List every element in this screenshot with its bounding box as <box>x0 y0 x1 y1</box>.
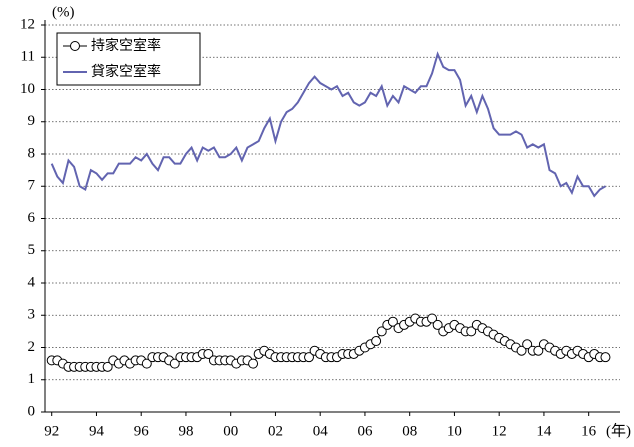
x-tick-label: 08 <box>402 423 417 439</box>
data-point <box>376 326 387 337</box>
data-point <box>371 336 382 347</box>
x-tick-label: 96 <box>134 423 150 439</box>
y-tick-label: 2 <box>28 339 36 355</box>
x-tick-label: 06 <box>357 423 373 439</box>
y-tick-label: 8 <box>28 145 36 161</box>
x-tick-label: 98 <box>178 423 193 439</box>
x-tick-label: 12 <box>492 423 507 439</box>
data-point <box>432 319 443 330</box>
data-point <box>387 316 398 327</box>
y-tick-label: 10 <box>20 81 35 97</box>
data-point <box>248 358 259 369</box>
legend-marker <box>70 41 80 51</box>
y-tick-label: 3 <box>28 307 36 323</box>
x-tick-label: 94 <box>89 423 105 439</box>
x-tick-label: 16 <box>581 423 597 439</box>
data-point <box>304 352 315 363</box>
x-axis-label: (年) <box>606 422 631 439</box>
y-axis-label: (%) <box>52 4 75 20</box>
y-tick-label: 6 <box>28 210 36 226</box>
data-point <box>141 358 152 369</box>
x-tick-label: 04 <box>313 423 329 439</box>
x-tick-label: 02 <box>268 423 283 439</box>
x-tick-label: 10 <box>447 423 462 439</box>
data-point <box>102 361 113 372</box>
data-point <box>427 313 438 324</box>
legend-box <box>56 32 201 86</box>
x-tick-label: 14 <box>536 423 552 439</box>
data-point <box>522 339 533 350</box>
data-point <box>533 345 544 356</box>
y-tick-label: 7 <box>28 178 36 194</box>
y-tick-label: 9 <box>28 113 36 129</box>
x-tick-label: 92 <box>44 423 59 439</box>
y-tick-label: 12 <box>20 16 35 32</box>
data-point <box>203 348 214 359</box>
data-point <box>466 326 477 337</box>
x-tick-label: 00 <box>223 423 238 439</box>
legend-label: 貸家空室率 <box>91 63 161 80</box>
y-tick-label: 4 <box>28 274 36 290</box>
data-point <box>169 358 180 369</box>
y-tick-label: 5 <box>28 242 36 258</box>
y-tick-label: 11 <box>21 49 35 65</box>
series-line <box>50 51 606 198</box>
data-point <box>516 345 527 356</box>
y-tick-label: 1 <box>28 371 36 387</box>
legend-label: 持家空室率 <box>91 37 161 54</box>
y-tick-label: 0 <box>28 403 36 419</box>
data-point <box>600 352 611 363</box>
